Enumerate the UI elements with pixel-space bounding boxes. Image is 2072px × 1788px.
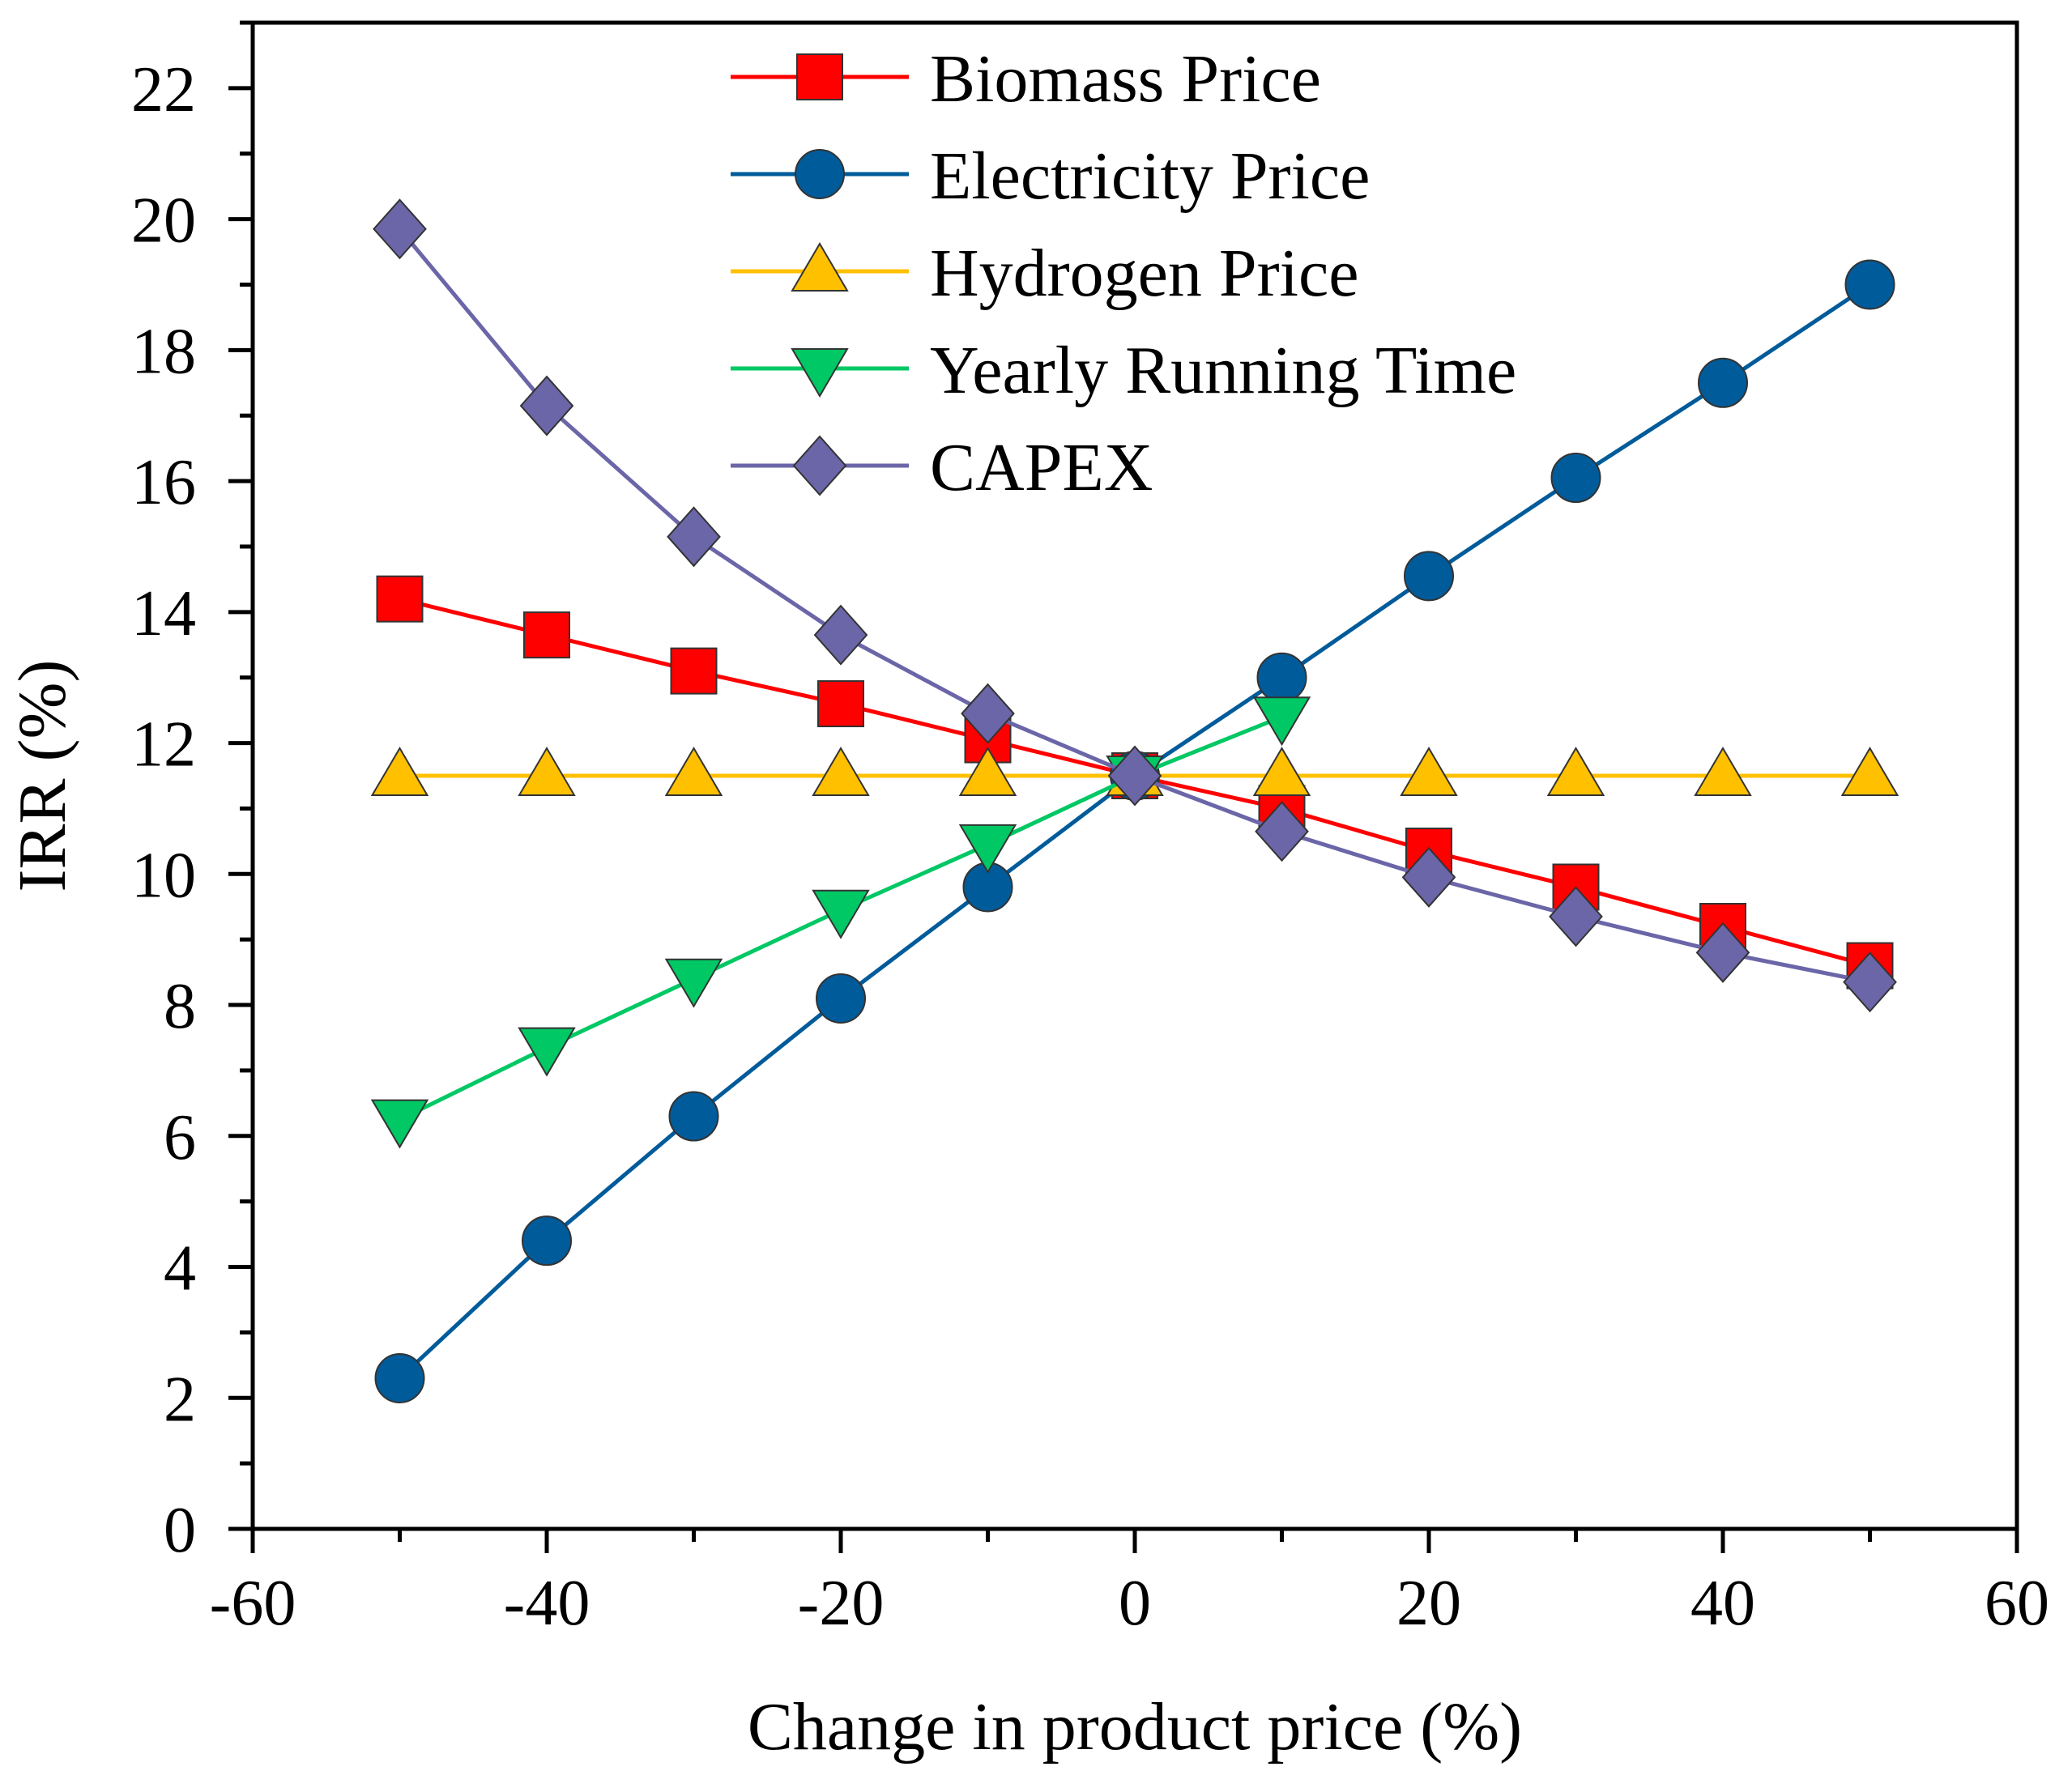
x-axis-title: Change in product price (%) [748, 1689, 1522, 1765]
data-point-capex [813, 604, 868, 666]
data-point-capex [373, 198, 427, 260]
legend-marker-capex [792, 435, 847, 496]
y-tick-label: 10 [131, 840, 196, 911]
data-point-biomass-price [376, 575, 424, 623]
x-tick-label: -20 [798, 1568, 885, 1639]
data-point-yearly-running-time [518, 1027, 576, 1077]
legend-item-yearly-running-time: Yearly Running Time [731, 333, 1516, 408]
data-point-hydrogen-price [1694, 747, 1752, 796]
data-point-electricity-price [522, 1215, 572, 1266]
data-point-hydrogen-price [1546, 747, 1605, 796]
legend-label-hydrogen-price: Hydrogen Price [930, 236, 1359, 311]
data-point-electricity-price [1550, 453, 1601, 504]
series-layer [370, 198, 1899, 1403]
data-point-capex [1255, 801, 1309, 862]
legend-marker-electricity-price [795, 149, 845, 199]
data-point-electricity-price [1256, 652, 1307, 703]
data-point-capex [1549, 886, 1603, 947]
x-tick-label: -60 [210, 1568, 296, 1639]
data-point-electricity-price [1698, 357, 1748, 408]
data-point-yearly-running-time [664, 958, 723, 1008]
legend-item-electricity-price: Electricity Price [731, 138, 1370, 214]
data-point-capex [667, 506, 721, 568]
data-point-hydrogen-price [958, 747, 1017, 796]
data-point-biomass-price [523, 611, 570, 659]
data-point-hydrogen-price [812, 747, 870, 796]
legend-label-biomass-price: Biomass Price [930, 41, 1321, 117]
data-point-electricity-price [668, 1091, 719, 1142]
y-tick-label: 6 [164, 1102, 196, 1173]
y-tick-label: 16 [131, 447, 196, 518]
legend: Biomass Price Electricity Price Hydrogen P… [731, 41, 1516, 505]
x-tick-label: 40 [1690, 1568, 1755, 1639]
data-point-yearly-running-time [370, 1099, 429, 1149]
data-point-capex [1843, 951, 1897, 1013]
y-tick-label: 4 [164, 1233, 196, 1305]
data-point-electricity-price [1844, 259, 1895, 310]
data-point-hydrogen-price [370, 747, 429, 796]
data-point-hydrogen-price [664, 747, 723, 796]
legend-item-capex: CAPEX [731, 430, 1153, 505]
data-point-yearly-running-time [958, 824, 1017, 874]
legend-marker-biomass-price [796, 53, 843, 100]
legend-item-hydrogen-price: Hydrogen Price [731, 236, 1359, 311]
data-point-yearly-running-time [1252, 696, 1311, 747]
data-point-capex [519, 375, 574, 436]
data-point-capex [1107, 745, 1162, 807]
series-capex [373, 198, 1897, 1013]
data-point-capex [961, 683, 1015, 744]
y-axis-title: IRR (%) [5, 660, 80, 892]
data-point-hydrogen-price [1840, 747, 1899, 796]
legend-label-capex: CAPEX [930, 430, 1153, 505]
x-tick-label: 60 [1985, 1568, 2049, 1639]
data-point-biomass-price [817, 680, 864, 728]
y-tick-label: 12 [131, 709, 196, 781]
data-point-capex [1695, 922, 1750, 983]
x-tick-label: -40 [504, 1568, 590, 1639]
data-point-biomass-price [670, 647, 718, 695]
y-tick-label: 14 [131, 578, 196, 649]
data-point-hydrogen-price [1252, 747, 1311, 796]
y-tick-label: 20 [131, 185, 196, 257]
legend-label-yearly-running-time: Yearly Running Time [930, 333, 1516, 408]
y-tick-label: 18 [131, 316, 196, 387]
data-point-hydrogen-price [518, 747, 576, 796]
x-tick-label: 0 [1119, 1568, 1151, 1639]
y-tick-label: 2 [164, 1364, 196, 1435]
x-tick-label: 20 [1396, 1568, 1461, 1639]
data-point-capex [1401, 846, 1456, 908]
data-point-electricity-price [816, 973, 866, 1024]
data-point-hydrogen-price [1400, 747, 1458, 796]
legend-marker-yearly-running-time [791, 348, 849, 398]
data-point-electricity-price [374, 1353, 425, 1403]
data-point-electricity-price [1404, 551, 1454, 602]
legend-item-biomass-price: Biomass Price [731, 41, 1321, 117]
axes: -60 -40 -20 0 20 40 60 0 2 4 6 8 10 12 14 16 18 20 22 [131, 20, 2049, 1639]
y-tick-label: 22 [131, 54, 196, 126]
legend-marker-hydrogen-price [791, 242, 849, 292]
y-tick-label: 8 [164, 971, 196, 1042]
legend-label-electricity-price: Electricity Price [930, 138, 1370, 214]
y-tick-label: 0 [164, 1495, 196, 1566]
data-point-yearly-running-time [812, 889, 870, 939]
